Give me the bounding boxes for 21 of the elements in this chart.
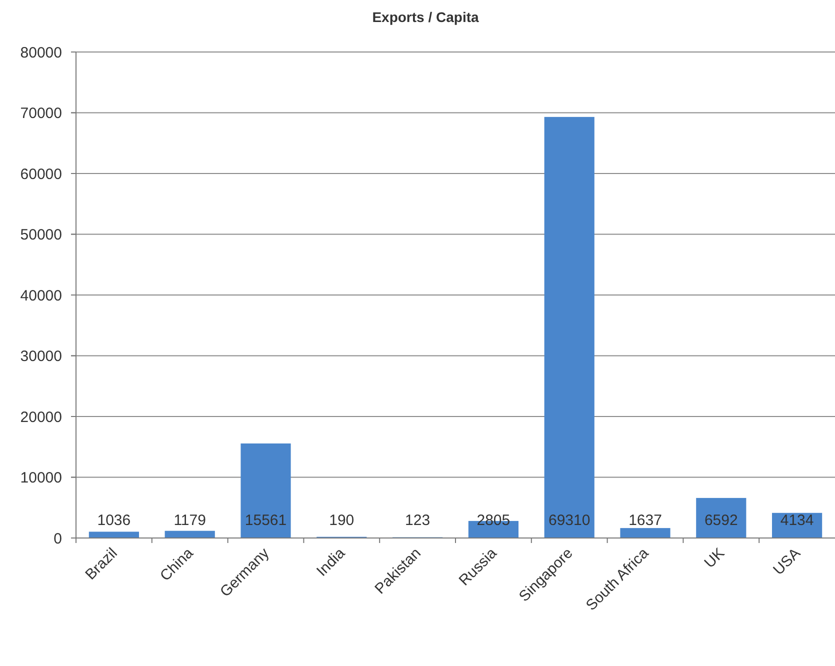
y-tick-label: 60000 [20, 166, 62, 183]
y-tick-label: 40000 [20, 287, 62, 304]
data-label: 69310 [548, 512, 590, 529]
chart-title: Exports / Capita [372, 9, 479, 25]
y-tick-label: 30000 [20, 348, 62, 365]
data-label: 1036 [97, 512, 131, 529]
y-tick-label: 0 [54, 530, 62, 548]
y-tick-label: 70000 [20, 105, 62, 122]
y-tick-label: 10000 [20, 470, 62, 486]
data-label: 1637 [628, 512, 662, 529]
y-tick-label: 50000 [20, 226, 62, 244]
data-label: 15561 [244, 512, 287, 529]
data-label: 190 [329, 512, 354, 529]
y-tick-label: 20000 [20, 408, 62, 426]
data-label: 123 [405, 512, 430, 529]
data-label: 4134 [780, 512, 814, 529]
x-tick-label: USA [770, 544, 804, 579]
y-tick-label: 80000 [20, 44, 62, 62]
x-tick-label: UK [701, 544, 728, 572]
data-label: 1179 [174, 512, 206, 529]
data-label: 6592 [704, 512, 738, 529]
